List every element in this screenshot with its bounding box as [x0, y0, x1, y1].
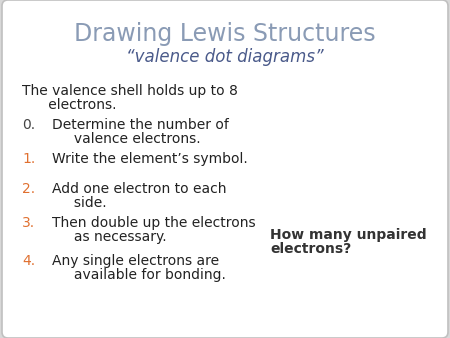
Text: 1.: 1. — [22, 152, 35, 166]
Text: 0.: 0. — [22, 118, 35, 132]
Text: Determine the number of: Determine the number of — [52, 118, 229, 132]
Text: Add one electron to each: Add one electron to each — [52, 182, 226, 196]
Text: Drawing Lewis Structures: Drawing Lewis Structures — [74, 22, 376, 46]
Text: 4.: 4. — [22, 254, 35, 268]
Text: How many unpaired: How many unpaired — [270, 228, 427, 242]
Text: available for bonding.: available for bonding. — [52, 268, 226, 282]
Text: electrons.: electrons. — [22, 98, 117, 112]
Text: electrons?: electrons? — [270, 242, 351, 256]
Text: valence electrons.: valence electrons. — [52, 132, 201, 146]
Text: Any single electrons are: Any single electrons are — [52, 254, 219, 268]
Text: as necessary.: as necessary. — [52, 230, 166, 244]
Text: 3.: 3. — [22, 216, 35, 230]
Text: “valence dot diagrams”: “valence dot diagrams” — [126, 48, 324, 66]
Text: The valence shell holds up to 8: The valence shell holds up to 8 — [22, 84, 238, 98]
Text: Write the element’s symbol.: Write the element’s symbol. — [52, 152, 248, 166]
Text: 2.: 2. — [22, 182, 35, 196]
Text: side.: side. — [52, 196, 107, 210]
Text: Then double up the electrons: Then double up the electrons — [52, 216, 256, 230]
